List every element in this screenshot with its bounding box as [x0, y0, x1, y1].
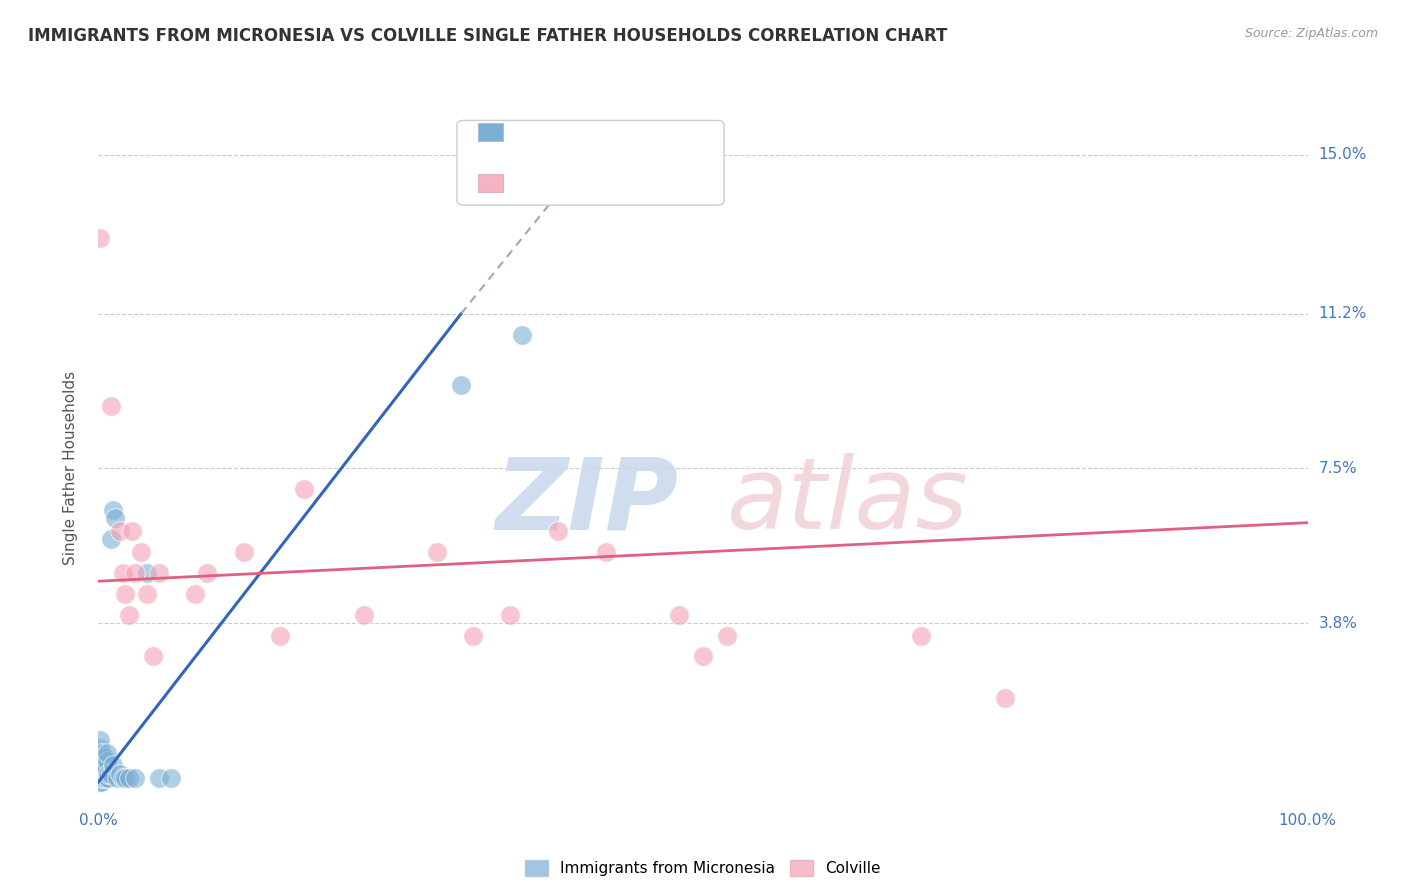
Point — [108, 524, 131, 538]
Point — [94, 771, 117, 785]
Legend: Immigrants from Micronesia, Colville: Immigrants from Micronesia, Colville — [519, 854, 887, 882]
Point — [93, 749, 115, 764]
Text: N = 28: N = 28 — [612, 176, 665, 190]
Point — [994, 691, 1017, 706]
Point — [910, 628, 932, 642]
Point — [121, 524, 143, 538]
Point — [89, 775, 111, 789]
Point — [426, 545, 449, 559]
Point — [353, 607, 375, 622]
Point — [91, 762, 114, 776]
Point — [93, 758, 115, 772]
Point — [148, 771, 170, 785]
Point — [105, 771, 128, 785]
Point — [135, 566, 157, 580]
Point — [510, 327, 533, 342]
Point — [101, 503, 124, 517]
Point — [101, 758, 124, 772]
Point — [96, 754, 118, 768]
Point — [91, 771, 114, 785]
Point — [463, 628, 485, 642]
Point — [148, 566, 170, 580]
Text: N = 39: N = 39 — [612, 125, 665, 139]
Point — [124, 771, 146, 785]
Point — [118, 771, 141, 785]
Point — [108, 766, 131, 780]
Point — [135, 587, 157, 601]
Point — [114, 587, 136, 601]
Point — [100, 766, 122, 780]
Point — [160, 771, 183, 785]
Point — [111, 566, 134, 580]
Point — [96, 746, 118, 760]
Point — [90, 762, 112, 776]
Text: atlas: atlas — [727, 453, 969, 550]
Point — [97, 771, 120, 785]
Point — [91, 766, 114, 780]
Point — [129, 545, 152, 559]
Point — [97, 766, 120, 780]
Point — [232, 545, 254, 559]
Point — [91, 771, 114, 785]
Point — [114, 771, 136, 785]
Point — [94, 762, 117, 776]
Point — [450, 377, 472, 392]
Y-axis label: Single Father Households: Single Father Households — [63, 371, 77, 566]
Point — [104, 511, 127, 525]
Point — [498, 607, 520, 622]
Point — [91, 746, 114, 760]
Point — [118, 607, 141, 622]
Point — [93, 766, 115, 780]
Point — [595, 545, 617, 559]
Point — [90, 775, 112, 789]
Point — [89, 733, 111, 747]
Text: R = 0.110: R = 0.110 — [510, 176, 586, 190]
Point — [195, 566, 218, 580]
Text: 11.2%: 11.2% — [1319, 306, 1367, 321]
Point — [91, 762, 114, 776]
Text: R = 0.679: R = 0.679 — [510, 125, 588, 139]
Point — [668, 607, 690, 622]
Point — [142, 649, 165, 664]
Point — [100, 399, 122, 413]
Point — [547, 524, 569, 538]
Point — [89, 754, 111, 768]
Point — [90, 754, 112, 768]
Text: 3.8%: 3.8% — [1319, 615, 1358, 631]
Text: 7.5%: 7.5% — [1319, 461, 1357, 475]
Point — [100, 533, 122, 547]
Text: IMMIGRANTS FROM MICRONESIA VS COLVILLE SINGLE FATHER HOUSEHOLDS CORRELATION CHAR: IMMIGRANTS FROM MICRONESIA VS COLVILLE S… — [28, 27, 948, 45]
Text: 15.0%: 15.0% — [1319, 147, 1367, 162]
Point — [124, 566, 146, 580]
Point — [89, 741, 111, 756]
Point — [292, 482, 315, 496]
Text: ZIP: ZIP — [496, 453, 679, 550]
Text: Source: ZipAtlas.com: Source: ZipAtlas.com — [1244, 27, 1378, 40]
Point — [716, 628, 738, 642]
Point — [692, 649, 714, 664]
Point — [111, 771, 134, 785]
Point — [184, 587, 207, 601]
Point — [89, 231, 111, 245]
Point — [269, 628, 291, 642]
